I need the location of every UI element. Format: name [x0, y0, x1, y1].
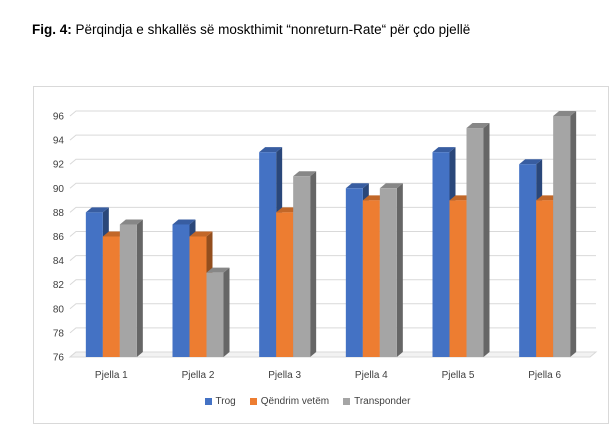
x-tick-label: Pjella 1: [95, 370, 128, 381]
bar-layer: [85, 111, 577, 357]
bar-front: [519, 164, 537, 357]
bar: [466, 123, 490, 357]
x-tick-label: Pjella 2: [182, 370, 215, 381]
bar-top: [172, 219, 196, 225]
bar-front: [206, 272, 224, 357]
figure-caption: Fig. 4: Përqindja e shkallës së moskthim…: [32, 22, 470, 37]
legend-item: Transponder: [343, 396, 410, 407]
y-tick-label: 80: [53, 304, 65, 315]
bar-front: [449, 200, 467, 357]
gridline: [69, 327, 596, 334]
bar-front: [189, 236, 207, 357]
legend-item: Qëndrim vetëm: [249, 396, 330, 407]
legend-swatch: [204, 398, 212, 405]
gridline: [69, 206, 596, 213]
gridline: [69, 110, 596, 117]
bar-front: [466, 128, 484, 357]
grid-layer: [69, 110, 596, 358]
y-tick-label: 94: [53, 136, 65, 147]
legend-item: Trog: [204, 396, 236, 407]
bar-top: [206, 267, 230, 273]
bar-front: [553, 116, 571, 357]
legend-swatch: [249, 398, 257, 405]
bar: [379, 183, 403, 357]
bar-top: [259, 147, 283, 153]
bar-side: [223, 267, 230, 357]
x-tick-label: Pjella 4: [355, 370, 388, 381]
axis-layer: [68, 351, 598, 358]
bar-side: [570, 111, 577, 357]
gridline: [69, 255, 596, 261]
bar-top: [345, 183, 369, 189]
gridline: [69, 158, 596, 165]
label-layer: 76 78 80 82 84 86 88 90 92 94 96 Pjella 1 Pjella 2 Pj…: [53, 112, 562, 382]
bar-front: [259, 152, 277, 357]
bar-top: [379, 183, 403, 189]
legend-swatch: [343, 398, 351, 405]
gridline: [69, 303, 596, 310]
y-tick-label: 86: [53, 232, 65, 243]
bar-side: [310, 171, 317, 357]
bar-top: [432, 147, 456, 153]
x-tick-label: Pjella 3: [268, 370, 301, 381]
bar-top: [466, 123, 490, 129]
figure-title: Përqindja e shkallës së moskthimit “nonr…: [75, 22, 471, 37]
bar-front: [276, 212, 294, 357]
chart-floor: [68, 351, 598, 358]
bar-top: [85, 207, 109, 213]
bar-front: [119, 224, 137, 357]
legend: Trog Qëndrim vetëm Transponder: [0, 396, 615, 407]
bar-top: [293, 171, 317, 177]
bar-side: [136, 219, 143, 357]
bar-side: [396, 183, 403, 357]
bar: [206, 267, 230, 357]
bar-front: [345, 188, 363, 357]
y-tick-label: 92: [53, 160, 65, 171]
y-tick-label: 84: [53, 256, 65, 267]
legend-label: Transponder: [354, 396, 411, 407]
y-tick-label: 82: [53, 280, 65, 291]
bar-front: [362, 200, 380, 357]
y-tick-label: 88: [53, 208, 65, 219]
bar-top: [189, 231, 213, 237]
x-tick-label: Pjella 6: [528, 370, 561, 381]
y-tick-label: 76: [53, 353, 65, 364]
bar-front: [536, 200, 554, 357]
bar-top: [519, 159, 543, 165]
gridline: [69, 231, 596, 237]
y-tick-label: 96: [53, 112, 65, 123]
bar-front: [102, 236, 120, 357]
y-tick-label: 78: [53, 328, 65, 339]
x-tick-label: Pjella 5: [442, 370, 475, 381]
bar-front: [432, 152, 450, 357]
bar-front: [379, 188, 397, 357]
bar-side: [483, 123, 490, 357]
figure-label: Fig. 4:: [32, 22, 72, 37]
gridline: [69, 279, 596, 286]
legend-label: Trog: [215, 396, 236, 407]
y-tick-label: 90: [53, 184, 65, 195]
bar-top: [119, 219, 143, 225]
bar: [553, 111, 577, 357]
bar-front: [85, 212, 103, 357]
bar: [293, 171, 317, 357]
bar: [119, 219, 143, 357]
bar-top: [553, 111, 577, 116]
bar-front: [172, 224, 190, 357]
gridline: [69, 182, 596, 189]
bar-front: [293, 176, 311, 357]
legend-label: Qëndrim vetëm: [260, 396, 330, 407]
gridline: [69, 134, 596, 141]
